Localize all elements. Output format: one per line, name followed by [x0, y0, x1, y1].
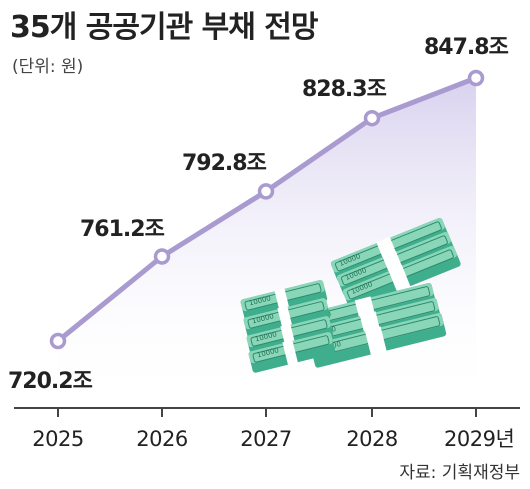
- source-label: 자료: 기획재정부: [399, 463, 520, 483]
- data-point-2026: [153, 248, 171, 265]
- chart-title: 35개 공공기관 부채 전망: [10, 10, 318, 45]
- x-tick-label: 2026: [136, 427, 188, 451]
- data-label: 761.2조: [80, 217, 165, 242]
- x-tick-label: 2027: [240, 427, 291, 451]
- data-point-2025: [49, 332, 67, 350]
- x-tick-label: 2029년: [444, 427, 514, 451]
- banknote-bundle: 10000: [243, 298, 331, 339]
- data-point-2029년: [467, 69, 485, 87]
- data-point-2028: [363, 109, 381, 127]
- data-label: 792.8조: [182, 151, 267, 176]
- data-label: 720.2조: [8, 369, 93, 394]
- x-tick-label: 2025: [32, 427, 83, 451]
- banknote-bundle: 10000: [240, 280, 328, 321]
- unit-label: (단위: 원): [12, 57, 84, 77]
- data-label: 847.8조: [424, 35, 509, 60]
- banknote-bundle: 10000: [248, 332, 336, 373]
- x-tick-label: 2028: [346, 427, 397, 451]
- banknote-bundle: 10000: [336, 231, 455, 296]
- data-point-2027: [257, 183, 275, 200]
- data-label: 828.3조: [302, 77, 387, 102]
- banknote-bundle: 10000: [246, 316, 334, 357]
